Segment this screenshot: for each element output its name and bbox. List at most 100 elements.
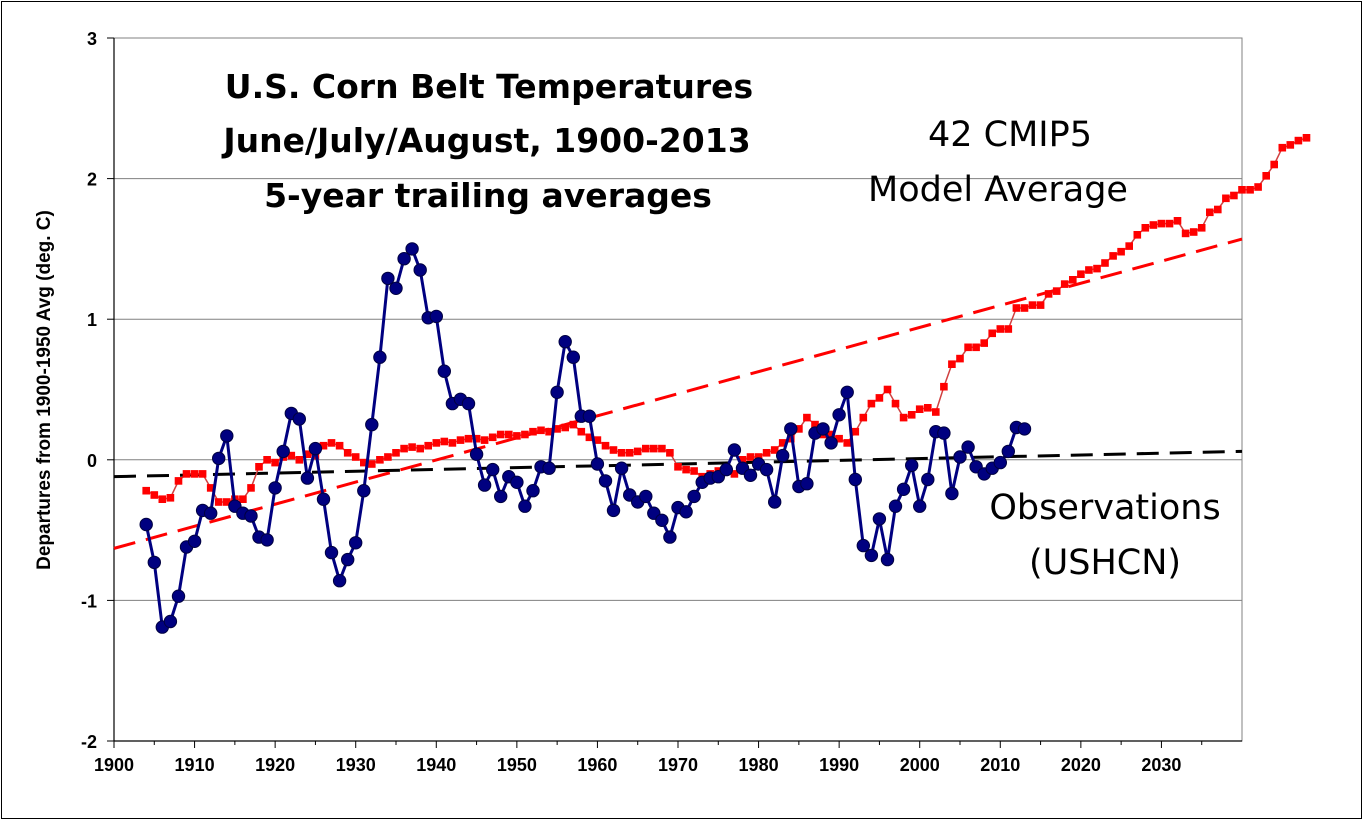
observations-point [896, 482, 911, 496]
model-point [206, 484, 215, 492]
model-point [1189, 228, 1198, 236]
model-point [585, 433, 594, 442]
observations-point [582, 409, 597, 423]
model-point [561, 423, 569, 432]
y-tick-label: 3 [87, 29, 97, 49]
model-point [778, 439, 787, 447]
observations-point [606, 503, 621, 518]
model-point [392, 449, 400, 457]
x-tick-label: 1970 [658, 755, 698, 775]
observations-point [542, 461, 556, 475]
model-point [682, 465, 690, 474]
observations-point [526, 484, 540, 498]
observations-point [864, 548, 879, 563]
observations-point [800, 477, 814, 491]
model-point [1060, 280, 1069, 288]
observations-point [187, 534, 202, 548]
observations-point [614, 461, 629, 475]
model-point [158, 495, 167, 503]
model-point [456, 436, 465, 444]
model-point [537, 426, 545, 435]
model-point [166, 494, 175, 502]
observations-point [719, 462, 733, 477]
model-point [472, 434, 481, 443]
observations-point [840, 385, 854, 399]
model-point [658, 444, 666, 453]
observations-point [429, 309, 443, 324]
model-point [617, 449, 626, 457]
model-point [545, 427, 553, 436]
y-tick-label: 0 [87, 451, 97, 471]
x-tick-label: 1920 [255, 755, 295, 775]
model-point [223, 498, 231, 506]
observations-point [784, 422, 798, 436]
x-tick-label: 1900 [94, 755, 134, 775]
model-point [940, 382, 948, 391]
chart-title-line-1: U.S. Corn Belt Temperatures [225, 67, 753, 106]
model-point [529, 427, 537, 436]
model-point [190, 470, 199, 478]
observations-point [510, 475, 524, 489]
x-tick-label: 2000 [900, 755, 940, 775]
model-point [255, 463, 263, 471]
model-point [513, 432, 521, 440]
observations-point [848, 472, 862, 487]
observations-point [244, 509, 258, 523]
observations-point [655, 513, 669, 527]
model-point [1214, 205, 1222, 214]
model-point [496, 430, 505, 439]
model-point [988, 329, 996, 338]
data-series [139, 134, 1311, 634]
observations-point [768, 495, 782, 509]
observations-point [477, 478, 492, 492]
model-point [1254, 183, 1262, 191]
y-tick-label: -2 [81, 732, 97, 752]
model-point [972, 343, 980, 352]
observations-point [373, 350, 387, 364]
model-point [1286, 141, 1295, 149]
x-tick-label: 1950 [497, 755, 537, 775]
model-point [738, 456, 747, 464]
model-point [803, 413, 811, 422]
x-tick-label: 1930 [336, 755, 376, 775]
observations-point [639, 489, 653, 504]
observations-point [437, 364, 451, 378]
x-tick-label: 1990 [819, 755, 859, 775]
model-point [1044, 290, 1053, 298]
model-point [811, 420, 819, 429]
chart-title-line-3: 5-year trailing averages [264, 176, 712, 215]
model-point [593, 436, 602, 444]
model-point [601, 441, 610, 450]
observations-point [171, 589, 186, 603]
model-point [795, 425, 803, 433]
model-point [408, 443, 416, 451]
observations-point [357, 484, 371, 498]
x-tick-label: 1980 [739, 755, 779, 775]
axes [107, 37, 1242, 748]
model-point [1222, 194, 1230, 203]
model-point [1157, 219, 1166, 228]
y-tick-label: 1 [87, 310, 97, 330]
observations-point [324, 545, 339, 560]
observations-point [816, 422, 830, 436]
model-point [343, 449, 352, 457]
model-point [1141, 224, 1150, 232]
model-point [327, 439, 336, 447]
obs-annotation-line-2: (USHCN) [1029, 543, 1181, 583]
observations-point [316, 492, 331, 506]
observations-point [872, 512, 887, 526]
model-point [1197, 224, 1206, 232]
observations-point [405, 242, 419, 256]
model-point [915, 405, 924, 413]
model-point [416, 444, 424, 453]
model-point [376, 456, 384, 464]
model-point [1020, 304, 1029, 312]
observations-point [824, 436, 838, 450]
observations-point [743, 468, 758, 482]
model-point [198, 470, 207, 478]
y-axis-label: Departures from 1900-1950 Avg (deg. C) [34, 210, 55, 570]
observations-point [163, 614, 178, 629]
model-point [1028, 301, 1037, 309]
